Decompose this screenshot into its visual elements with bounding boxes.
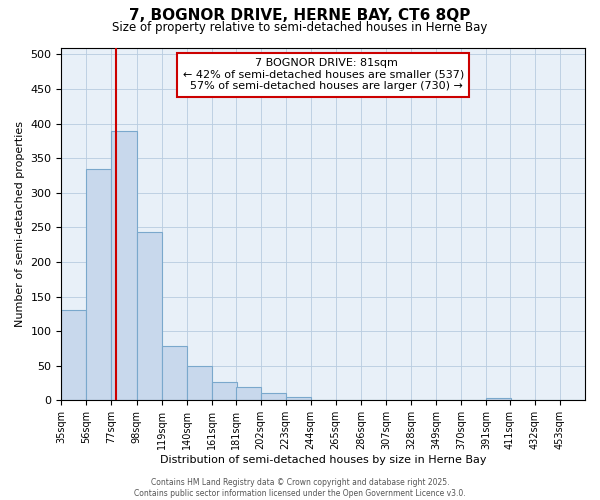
Text: Contains HM Land Registry data © Crown copyright and database right 2025.
Contai: Contains HM Land Registry data © Crown c… (134, 478, 466, 498)
Bar (137, 232, 161, 400)
Bar (86, 168, 112, 400)
Bar (486, 398, 511, 400)
Bar (286, 397, 311, 400)
Bar (112, 130, 137, 400)
Text: 7, BOGNOR DRIVE, HERNE BAY, CT6 8QP: 7, BOGNOR DRIVE, HERNE BAY, CT6 8QP (130, 8, 470, 22)
Text: 7 BOGNOR DRIVE: 81sqm
← 42% of semi-detached houses are smaller (537)
  57% of s: 7 BOGNOR DRIVE: 81sqm ← 42% of semi-deta… (182, 58, 464, 92)
Bar (260, 394, 286, 400)
X-axis label: Distribution of semi-detached houses by size in Herne Bay: Distribution of semi-detached houses by … (160, 455, 487, 465)
Bar (236, 386, 260, 400)
Bar (61, 310, 86, 400)
Bar (161, 346, 187, 401)
Bar (212, 382, 237, 400)
Text: Size of property relative to semi-detached houses in Herne Bay: Size of property relative to semi-detach… (112, 21, 488, 34)
Bar (187, 366, 212, 400)
Y-axis label: Number of semi-detached properties: Number of semi-detached properties (15, 121, 25, 327)
